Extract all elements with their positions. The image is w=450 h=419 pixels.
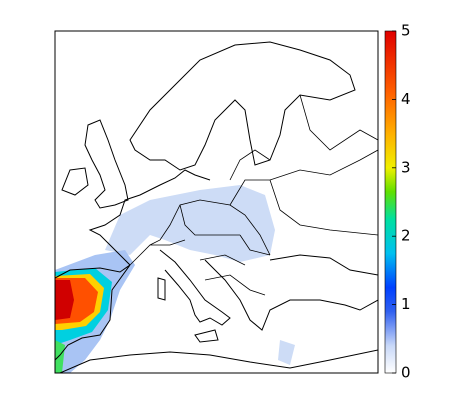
border [129, 149, 378, 296]
coastline [129, 41, 356, 171]
coastline [88, 169, 211, 266]
coastline [55, 264, 131, 361]
colorbar-tick-label: 0 [401, 364, 411, 382]
colorbar-tick-label: 3 [401, 158, 411, 176]
low-field [105, 185, 275, 262]
high-field [55, 280, 74, 320]
colorbar-tick-label: 1 [401, 295, 411, 313]
colorbar-tick-label: 4 [401, 90, 411, 108]
coastline [157, 277, 166, 301]
coastline [204, 259, 378, 331]
coastline [159, 249, 231, 326]
colorbar-ticks: 0 1 2 3 4 5 [392, 22, 411, 382]
map-frame [54, 30, 379, 374]
coastline [61, 167, 89, 196]
low-field [278, 340, 295, 365]
coastline [269, 254, 378, 276]
coastline [194, 329, 219, 343]
border [229, 94, 378, 181]
colorbar-tick-label: 5 [401, 22, 411, 40]
high-field [55, 340, 65, 373]
colorbar [384, 30, 397, 374]
map [55, 31, 378, 373]
colorbar-tick-label: 2 [401, 227, 411, 245]
coastline [84, 119, 129, 209]
coastline [59, 349, 378, 373]
